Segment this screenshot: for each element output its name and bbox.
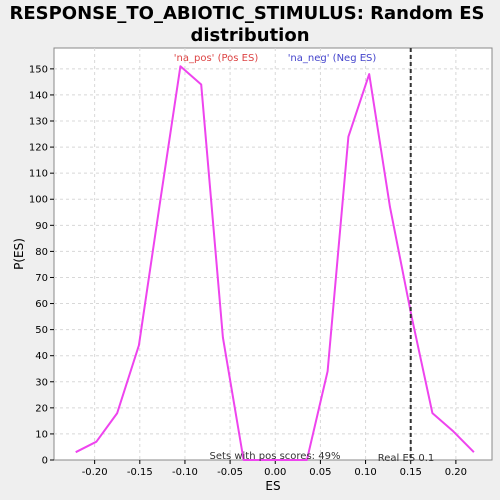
x-tick-label: 0.05: [309, 467, 331, 478]
na-neg-annotation: 'na_neg' (Neg ES): [288, 53, 377, 64]
y-tick-label: 100: [29, 195, 48, 206]
x-tick-label: -0.15: [127, 467, 153, 478]
chart-title-line-1: RESPONSE_TO_ABIOTIC_STIMULUS: Random ES: [9, 3, 484, 24]
x-axis-label: ES: [265, 479, 280, 493]
plot-area: [53, 47, 493, 461]
x-tick-label: 0.00: [264, 467, 286, 478]
y-tick-label: 50: [35, 325, 48, 336]
real-es-annotation: Real ES 0.1: [378, 453, 434, 464]
x-tick-label: -0.20: [82, 467, 108, 478]
y-tick-label: 80: [35, 247, 48, 258]
chart-title-line-2: distribution: [190, 25, 309, 46]
y-tick-label: 90: [35, 221, 48, 232]
y-tick-label: 120: [29, 143, 48, 154]
y-tick-label: 20: [35, 403, 48, 414]
y-tick-label: 70: [35, 273, 48, 284]
y-tick-label: 110: [29, 169, 48, 180]
y-tick-label: 140: [29, 90, 48, 101]
na-pos-annotation: 'na_pos' (Pos ES): [174, 53, 259, 64]
x-tick-label: 0.15: [400, 467, 422, 478]
y-tick-label: 0: [42, 456, 48, 467]
x-tick-label: -0.05: [217, 467, 243, 478]
grid: [54, 48, 492, 460]
x-axis-ticks: -0.20 -0.15 -0.10 -0.05 0.00 0.05 0.10 0.15 0.20: [82, 460, 467, 478]
y-tick-label: 60: [35, 299, 48, 310]
pos-scores-annotation: Sets with pos scores: 49%: [210, 451, 341, 462]
x-tick-label: 0.10: [354, 467, 376, 478]
y-tick-label: 40: [35, 351, 48, 362]
y-tick-label: 30: [35, 377, 48, 388]
y-tick-label: 130: [29, 117, 48, 128]
x-tick-label: -0.10: [172, 467, 198, 478]
y-tick-label: 150: [29, 64, 48, 75]
x-tick-label: 0.20: [445, 467, 467, 478]
y-axis-label: P(ES): [12, 238, 26, 270]
y-tick-label: 10: [35, 429, 48, 440]
random-es-series-line: [75, 65, 475, 461]
y-axis-ticks: 0 10 20 30 40 50 60 70 80 90 100 110 120 130 140 150: [29, 64, 54, 467]
